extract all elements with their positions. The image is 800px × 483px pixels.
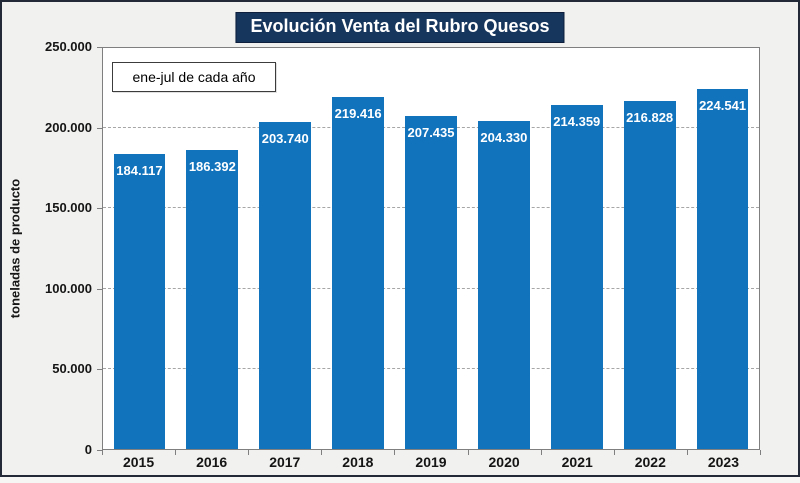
legend-label: ene-jul de cada año bbox=[132, 69, 256, 85]
y-axis-tick-mark bbox=[97, 369, 102, 371]
x-axis-label-2020: 2020 bbox=[488, 454, 520, 470]
x-axis-labels: 2015 2016 2017 2018 2019 2020 2021 2022 2023 bbox=[102, 454, 760, 470]
bar-value-label: 224.541 bbox=[699, 97, 747, 113]
x-axis-tick-mark bbox=[394, 450, 396, 455]
bar-2018: 219.416 bbox=[332, 97, 384, 449]
y-axis-title: toneladas de producto bbox=[7, 178, 23, 319]
x-axis-tick-mark bbox=[467, 450, 469, 455]
bar-2019: 207.435 bbox=[405, 116, 457, 449]
bar-2015: 184.117 bbox=[113, 153, 166, 449]
bar-cell: 204.330 bbox=[467, 48, 540, 449]
bar-cell: 219.416 bbox=[322, 48, 395, 449]
x-axis-label-2023: 2023 bbox=[707, 454, 739, 470]
x-axis-tick-mark bbox=[102, 450, 103, 455]
bar-cell: 184.117 bbox=[103, 48, 176, 449]
x-axis-label-2015: 2015 bbox=[122, 454, 155, 470]
legend-box: ene-jul de cada año bbox=[112, 62, 276, 92]
bar-value-label: 186.392 bbox=[188, 159, 236, 175]
y-axis-tick-mark bbox=[97, 127, 102, 129]
bar-value-label: 204.330 bbox=[480, 130, 528, 146]
bar-cell: 214.359 bbox=[540, 48, 613, 449]
bar-2022: 216.828 bbox=[623, 101, 676, 449]
bar-2021: 214.359 bbox=[550, 105, 603, 449]
bar-value-label: 184.117 bbox=[116, 162, 163, 178]
bar-2020: 204.330 bbox=[478, 121, 530, 449]
bar-2023: 224.541 bbox=[696, 88, 749, 449]
x-axis-label-2021: 2021 bbox=[561, 454, 593, 470]
y-axis-tick-label: 50.000 bbox=[52, 361, 92, 377]
x-axis-label-2018: 2018 bbox=[342, 454, 374, 470]
bar-value-label: 219.416 bbox=[334, 106, 382, 122]
y-axis-tick-mark bbox=[97, 450, 102, 451]
x-axis-label-2016: 2016 bbox=[196, 454, 228, 470]
bar-cell: 207.435 bbox=[395, 48, 468, 449]
y-axis-tick-label: 200.000 bbox=[45, 119, 92, 135]
y-axis-tick-mark bbox=[97, 47, 102, 48]
chart-title: Evolución Venta del Rubro Quesos bbox=[235, 12, 565, 43]
x-axis-tick-mark bbox=[248, 450, 250, 455]
x-axis-tick-mark bbox=[686, 450, 688, 455]
bar-series: 184.117 186.392 203.740 219.416 207.435 204.3… bbox=[103, 48, 759, 449]
x-axis-label-2022: 2022 bbox=[634, 454, 666, 470]
bar-2017: 203.740 bbox=[259, 122, 312, 449]
x-axis-tick-mark bbox=[760, 450, 761, 455]
bar-2016: 186.392 bbox=[186, 150, 239, 449]
bar-cell: 203.740 bbox=[249, 48, 322, 449]
y-axis-tick-label: 250.000 bbox=[45, 39, 92, 54]
bar-cell: 224.541 bbox=[686, 48, 759, 449]
bar-value-label: 216.828 bbox=[626, 110, 674, 126]
x-axis-tick-mark bbox=[321, 450, 323, 455]
x-axis-label-2019: 2019 bbox=[415, 454, 447, 470]
x-axis-tick-mark bbox=[613, 450, 615, 455]
y-axis-tick-mark bbox=[97, 208, 102, 210]
bar-value-label: 214.359 bbox=[553, 114, 601, 130]
bar-value-label: 203.740 bbox=[261, 131, 309, 147]
x-axis-label-2017: 2017 bbox=[269, 454, 301, 470]
y-axis-tick-label: 100.000 bbox=[45, 280, 92, 296]
bar-value-label: 207.435 bbox=[407, 125, 455, 141]
y-axis-tick-label: 150.000 bbox=[45, 200, 92, 216]
x-axis-tick-mark bbox=[175, 450, 177, 455]
x-axis-tick-mark bbox=[540, 450, 542, 455]
bar-cell: 186.392 bbox=[176, 48, 249, 449]
plot-area: 184.117 186.392 203.740 219.416 207.435 204.3… bbox=[102, 47, 760, 450]
y-axis-tick-mark bbox=[97, 288, 102, 290]
bar-cell: 216.828 bbox=[613, 48, 686, 449]
y-axis-tick-label: 0 bbox=[84, 442, 92, 457]
